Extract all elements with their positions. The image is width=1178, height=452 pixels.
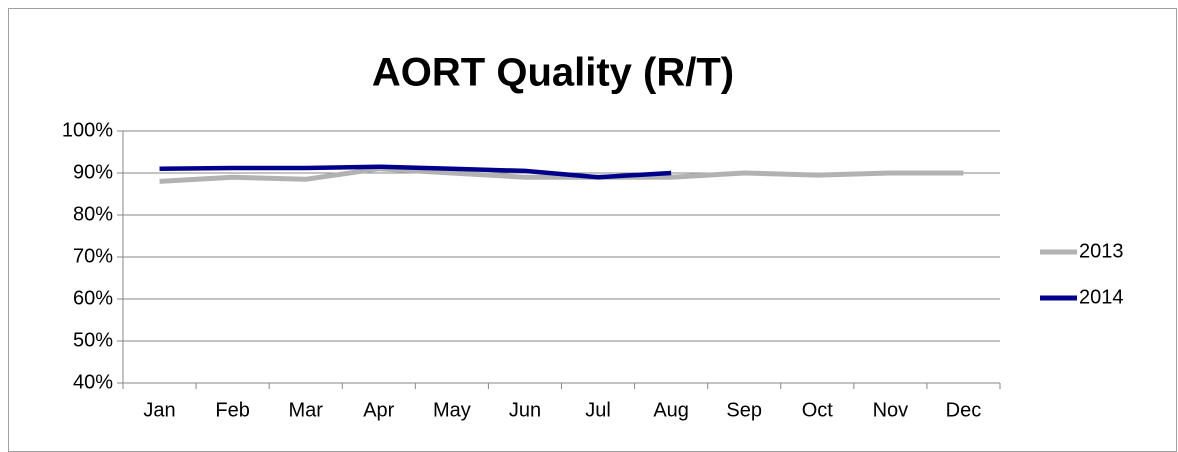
chart-frame xyxy=(8,8,1177,452)
y-tick-label: 40% xyxy=(73,371,113,393)
series-line xyxy=(159,164,672,180)
legend-label: 2014 xyxy=(1079,286,1124,308)
y-tick-label: 60% xyxy=(73,287,113,309)
chart-title: AORT Quality (R/T) xyxy=(372,51,734,95)
x-tick-label: Mar xyxy=(288,399,323,421)
y-tick-label: 100% xyxy=(62,119,113,141)
y-tick-label: 90% xyxy=(73,161,113,183)
x-tick-label: Oct xyxy=(802,399,834,421)
x-tick-label: Nov xyxy=(873,399,909,421)
x-tick-label: Jul xyxy=(585,399,611,421)
y-tick-label: 70% xyxy=(73,245,113,267)
x-tick-label: May xyxy=(433,399,471,421)
x-tick-label: Sep xyxy=(726,399,762,421)
y-tick-label: 80% xyxy=(73,203,113,225)
series-line xyxy=(159,166,964,184)
y-tick-label: 50% xyxy=(73,329,113,351)
legend-label: 2013 xyxy=(1079,240,1124,262)
x-tick-label: Apr xyxy=(363,399,394,421)
x-tick-label: Jun xyxy=(509,399,541,421)
x-tick-label: Jan xyxy=(143,399,175,421)
x-tick-label: Aug xyxy=(653,399,689,421)
x-tick-label: Dec xyxy=(946,399,982,421)
x-tick-label: Feb xyxy=(215,399,249,421)
